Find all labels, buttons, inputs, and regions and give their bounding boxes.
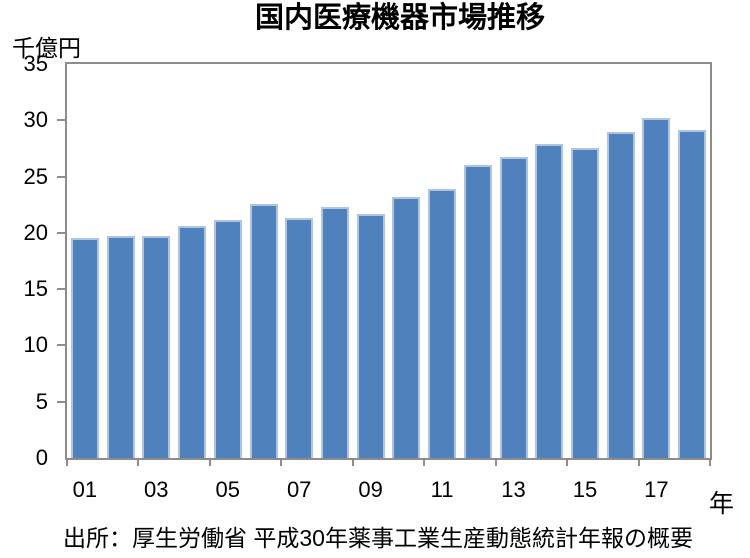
x-tick <box>637 460 640 466</box>
x-tick <box>66 460 68 466</box>
x-tick <box>566 460 569 466</box>
x-axis-label: 03 <box>144 477 169 502</box>
bar-06 <box>249 204 278 458</box>
x-tick <box>280 460 283 466</box>
bar-08 <box>320 207 349 458</box>
bar-16 <box>606 132 635 458</box>
y-tick <box>57 344 65 347</box>
source-note: 出所：厚生労働省 平成30年薬事工業生産動態統計年報の概要 <box>63 525 693 551</box>
x-tick <box>423 460 426 466</box>
bar-13 <box>499 157 528 458</box>
bar-05 <box>213 220 242 458</box>
bar-07 <box>285 218 314 458</box>
x-tick <box>494 460 497 466</box>
bar-02 <box>106 236 135 458</box>
x-axis-label: 17 <box>644 477 669 502</box>
x-tick <box>137 460 140 466</box>
x-tick <box>709 460 711 466</box>
chart-title: 国内医療機器市場推移 <box>254 2 545 34</box>
x-tick <box>351 460 354 466</box>
y-axis-label: 20 <box>23 219 48 245</box>
x-axis-label: 13 <box>501 477 526 502</box>
bar-04 <box>178 226 206 458</box>
x-axis-label: 01 <box>72 477 98 502</box>
bar-11 <box>428 189 457 458</box>
y-axis-label: 5 <box>35 388 48 414</box>
x-axis-unit-label: 年 <box>709 490 735 518</box>
y-tick <box>57 288 65 291</box>
bar-12 <box>463 165 492 458</box>
y-tick <box>57 231 65 234</box>
x-tick <box>208 460 211 466</box>
y-axis-label: 35 <box>23 51 48 76</box>
bar-15 <box>571 148 599 458</box>
y-axis-unit-label: 千億円 <box>12 35 81 61</box>
y-axis-label: 10 <box>23 332 48 358</box>
bar-17 <box>642 118 671 458</box>
y-axis-label: 30 <box>23 107 48 133</box>
bar-09 <box>356 214 385 458</box>
x-axis-label: 05 <box>215 477 241 502</box>
x-axis-label: 09 <box>358 477 383 502</box>
y-axis-label: 15 <box>23 276 48 302</box>
x-axis-label: 07 <box>286 477 312 502</box>
y-axis-label: 25 <box>23 163 48 189</box>
bar-18 <box>678 130 707 458</box>
bar-03 <box>142 236 171 458</box>
y-tick <box>57 175 65 178</box>
bar-01 <box>70 238 99 458</box>
y-tick <box>57 400 65 403</box>
y-tick <box>57 119 65 122</box>
x-axis-label: 15 <box>572 477 598 502</box>
bar-10 <box>392 197 421 458</box>
bar-14 <box>535 144 564 458</box>
x-axis-label: 11 <box>430 477 454 502</box>
y-axis-label: 0 <box>35 445 48 470</box>
plot-area <box>65 62 712 460</box>
